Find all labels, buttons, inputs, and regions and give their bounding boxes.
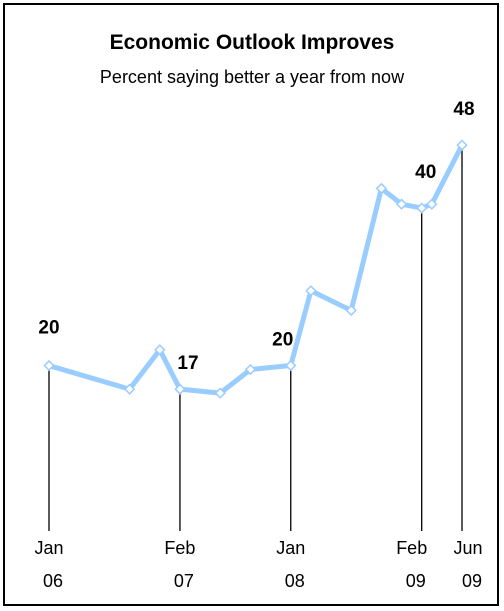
- data-point: [214, 387, 226, 399]
- series-segment: [247, 363, 294, 372]
- series-segment: [127, 347, 163, 392]
- data-point: [456, 139, 468, 151]
- data-point: [285, 359, 297, 372]
- data-label: 40: [415, 162, 436, 183]
- series-segment: [308, 288, 354, 313]
- series-segment: [46, 363, 133, 392]
- x-tick-label: Jan: [276, 538, 305, 558]
- data-point: [426, 198, 438, 210]
- x-tick-label: 07: [174, 571, 194, 591]
- x-tick-label: 06: [43, 571, 63, 591]
- data-point: [174, 383, 186, 395]
- series-segment: [429, 142, 465, 207]
- x-tick-label: 08: [285, 571, 305, 591]
- data-point: [416, 202, 428, 214]
- data-point: [345, 304, 357, 317]
- x-tick-label: Jan: [34, 538, 63, 558]
- data-markers: [43, 139, 468, 399]
- reference-lines: [48, 145, 463, 531]
- data-point: [244, 363, 257, 376]
- x-tick-label: Feb: [396, 538, 427, 558]
- x-tick-label: 09: [462, 571, 482, 591]
- series-segment: [288, 288, 314, 369]
- chart-subtitle: Percent saying better a year from now: [99, 67, 405, 87]
- data-point: [154, 344, 166, 356]
- series-segment: [177, 386, 223, 396]
- series-segment: [348, 185, 384, 313]
- series-segment: [217, 366, 253, 396]
- data-point: [395, 198, 408, 210]
- series-segment: [157, 347, 183, 392]
- data-point: [43, 359, 55, 372]
- series-lines: [46, 142, 465, 396]
- data-point: [305, 285, 317, 297]
- data-label: 17: [177, 353, 198, 374]
- x-tick-label: 09: [406, 571, 426, 591]
- series-segment: [378, 185, 405, 207]
- x-tick-label: Feb: [164, 538, 195, 558]
- data-labels: 20 17 20 40 48: [38, 99, 474, 374]
- data-point: [375, 182, 388, 195]
- data-label: 20: [272, 330, 293, 351]
- data-label: 48: [453, 99, 474, 120]
- data-label: 20: [38, 318, 59, 339]
- data-point: [123, 383, 136, 395]
- x-tick-labels: Jan 06 Feb 07 Jan 08 Feb 09 Jun 09: [34, 538, 482, 591]
- x-tick-label: Jun: [453, 538, 482, 558]
- chart-title: Economic Outlook Improves: [109, 31, 395, 54]
- chart-frame: [3, 3, 499, 606]
